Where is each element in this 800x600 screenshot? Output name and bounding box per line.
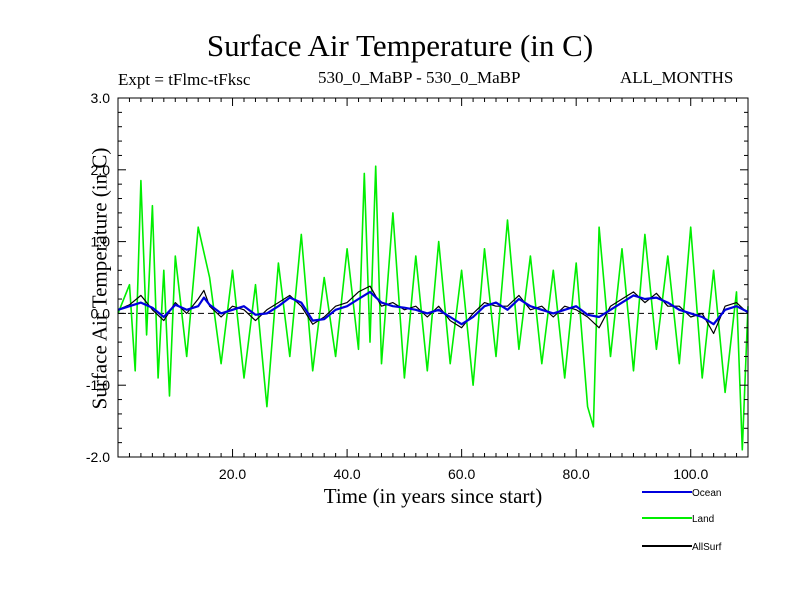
y-tick-label: 0.0 [91, 305, 111, 321]
legend-label-allsurf: AllSurf [692, 542, 722, 553]
experiment-label: Expt = tFlmc-tFksc [118, 70, 251, 89]
series-line-ocean [117, 290, 749, 326]
y-tick-label: -2.0 [86, 449, 110, 465]
y-tick-label: 1.0 [91, 234, 111, 250]
series-line-allsurf [117, 285, 749, 335]
legend-label-land: Land [692, 514, 714, 525]
comparison-label: 530_0_MaBP - 530_0_MaBP [318, 68, 521, 87]
x-tick-label: 80.0 [563, 466, 590, 482]
x-axis-label: Time (in years since start) [323, 484, 543, 508]
x-tick-label: 60.0 [448, 466, 475, 482]
chart-title: Surface Air Temperature (in C) [206, 28, 594, 63]
y-tick-label: -1.0 [86, 377, 110, 393]
series-line-land [117, 165, 749, 451]
plot-frame [117, 97, 749, 458]
x-tick-label: 40.0 [333, 466, 360, 482]
x-tick-label: 100.0 [673, 466, 708, 482]
y-tick-label: 3.0 [91, 90, 111, 106]
months-label: ALL_MONTHS [620, 68, 734, 87]
x-tick-label: 20.0 [219, 466, 246, 482]
y-tick-label: 2.0 [91, 162, 111, 178]
legend-label-ocean: Ocean [692, 488, 721, 499]
